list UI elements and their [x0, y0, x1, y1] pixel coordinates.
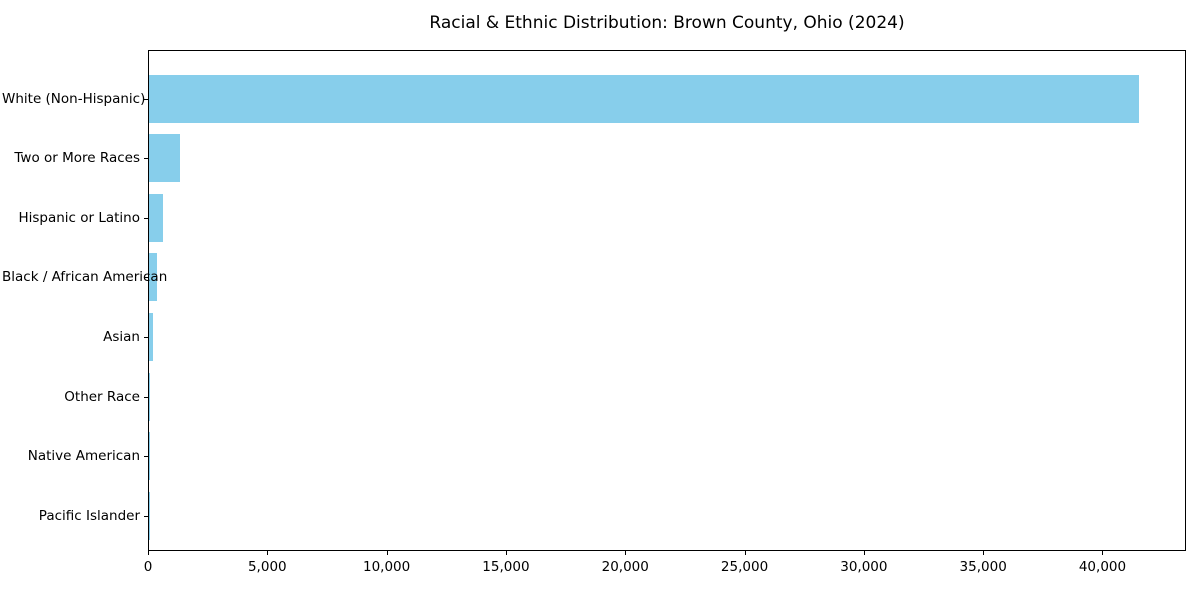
x-tick-label: 35,000 — [959, 559, 1007, 575]
x-tick-mark — [1102, 551, 1104, 555]
bar-asian — [149, 312, 154, 361]
bar-two-or-more-races — [149, 134, 180, 183]
x-tick-label: 0 — [143, 559, 153, 575]
bar-black-african-american — [149, 253, 157, 302]
chart-title: Racial & Ethnic Distribution: Brown Coun… — [429, 13, 905, 33]
y-tick-mark — [144, 396, 148, 398]
y-tick-label: Asian — [103, 328, 140, 345]
y-tick-label: White (Non-Hispanic) — [2, 90, 146, 107]
x-tick-mark — [744, 551, 746, 555]
y-tick-label: Pacific Islander — [38, 507, 140, 524]
bar-hispanic-or-latino — [149, 193, 163, 242]
y-tick-mark — [144, 336, 148, 338]
y-tick-label: Native American — [27, 448, 140, 465]
x-tick-label: 40,000 — [1078, 559, 1127, 575]
x-tick-label: 5,000 — [247, 559, 287, 575]
x-tick-mark — [863, 551, 865, 555]
x-tick-mark — [386, 551, 388, 555]
y-tick-mark — [144, 277, 148, 279]
x-tick-mark — [267, 551, 269, 555]
bar-native-american — [149, 432, 150, 481]
x-tick-label: 15,000 — [482, 559, 530, 575]
plot-area — [148, 50, 1186, 551]
x-tick-label: 25,000 — [720, 559, 769, 575]
x-tick-mark — [625, 551, 627, 555]
y-tick-mark — [144, 158, 148, 160]
y-tick-mark — [144, 217, 148, 219]
x-tick-label: 10,000 — [362, 559, 411, 575]
y-tick-label: Other Race — [64, 388, 140, 405]
y-tick-label: Hispanic or Latino — [18, 209, 140, 226]
y-tick-label: Two or More Races — [14, 150, 140, 167]
x-tick-mark — [983, 551, 985, 555]
y-tick-mark — [144, 98, 148, 100]
x-tick-label: 30,000 — [840, 559, 888, 575]
x-tick-label: 20,000 — [601, 559, 649, 575]
y-tick-mark — [144, 456, 148, 458]
y-tick-label: Black / African American — [2, 269, 168, 286]
bar-white-non-hispanic — [149, 74, 1140, 123]
bar-other-race — [149, 372, 151, 421]
x-tick-mark — [148, 551, 149, 555]
y-tick-mark — [144, 515, 148, 517]
x-tick-mark — [505, 551, 507, 555]
